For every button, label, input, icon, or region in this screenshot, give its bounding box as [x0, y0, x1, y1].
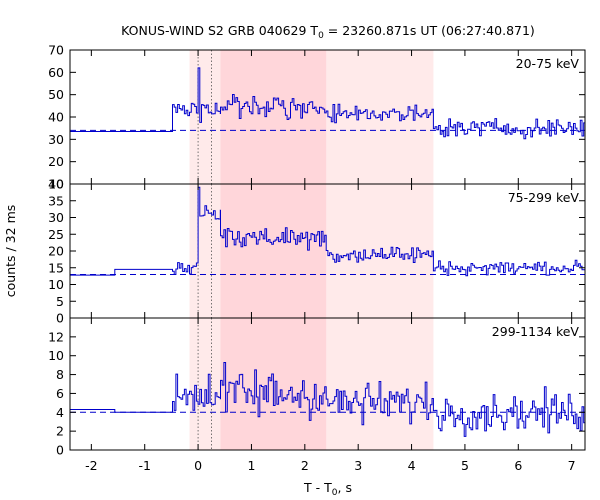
panel-3: 0 2 4 6 8 10 12 299-1134 keV [48, 317, 586, 458]
y-tick-label: 50 [48, 87, 64, 102]
shaded-interval-2 [220, 184, 327, 318]
y-tick-label: 10 [48, 177, 64, 192]
panel-energy-label: 299-1134 keV [492, 324, 580, 339]
light-curve-series [70, 186, 585, 277]
y-tick-label: 15 [48, 260, 64, 275]
light-curve-series [70, 67, 585, 140]
y-tick-label: 40 [48, 177, 64, 192]
y-tick-label: 10 [48, 348, 64, 363]
x-tick-label: 4 [408, 458, 416, 473]
chart-title: KONUS-WIND S2 GRB 040629 T0 = 23260.871s… [121, 23, 535, 41]
y-tick-label: 30 [48, 132, 64, 147]
x-axis-label: T - T0, s [303, 480, 352, 498]
y-tick-label: 40 [48, 110, 64, 125]
y-tick-label: 12 [48, 329, 64, 344]
y-tick-label: 4 [56, 405, 64, 420]
x-tick-label: -1 [138, 458, 150, 473]
panel-frame [69, 317, 586, 451]
shaded-interval-2 [220, 50, 327, 184]
panel-energy-label: 75-299 keV [508, 190, 580, 205]
x-tick-label: 0 [194, 458, 202, 473]
panel-1: 10 20 30 40 50 60 70 20-75 keV [48, 43, 586, 192]
panel-energy-label: 20-75 keV [516, 56, 580, 71]
x-tick-label: 6 [514, 458, 522, 473]
y-tick-label: 30 [48, 210, 64, 225]
y-tick-label: 35 [48, 193, 64, 208]
y-tick-label: 20 [48, 244, 64, 259]
x-tick-label: 5 [461, 458, 469, 473]
y-tick-label: 25 [48, 227, 64, 242]
y-tick-label: 8 [56, 367, 64, 382]
y-tick-label: 60 [48, 65, 64, 80]
y-tick-label: 20 [48, 154, 64, 169]
x-tick-label: 2 [301, 458, 309, 473]
light-curve-series [70, 362, 585, 437]
y-tick-label: 0 [56, 311, 64, 326]
x-tick-label: 7 [568, 458, 576, 473]
y-tick-label: 10 [48, 277, 64, 292]
y-tick-label: 5 [56, 294, 64, 309]
y-tick-label: 0 [56, 443, 64, 458]
y-tick-label: 6 [56, 386, 64, 401]
y-axis-label: counts / 32 ms [3, 205, 18, 298]
x-tick-label: 3 [354, 458, 362, 473]
x-tick-label: 1 [247, 458, 255, 473]
y-tick-label: 70 [48, 43, 64, 58]
y-tick-label: 2 [56, 424, 64, 439]
x-tick-label: -2 [85, 458, 97, 473]
